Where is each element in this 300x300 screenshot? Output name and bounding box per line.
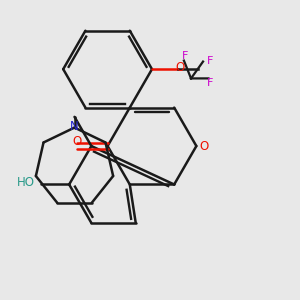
Text: O: O (175, 61, 184, 74)
Text: F: F (207, 56, 213, 66)
Text: O: O (72, 135, 81, 148)
Text: HO: HO (17, 176, 35, 189)
Text: F: F (182, 51, 189, 61)
Text: N: N (70, 120, 79, 133)
Text: O: O (200, 140, 209, 152)
Text: F: F (207, 78, 213, 88)
